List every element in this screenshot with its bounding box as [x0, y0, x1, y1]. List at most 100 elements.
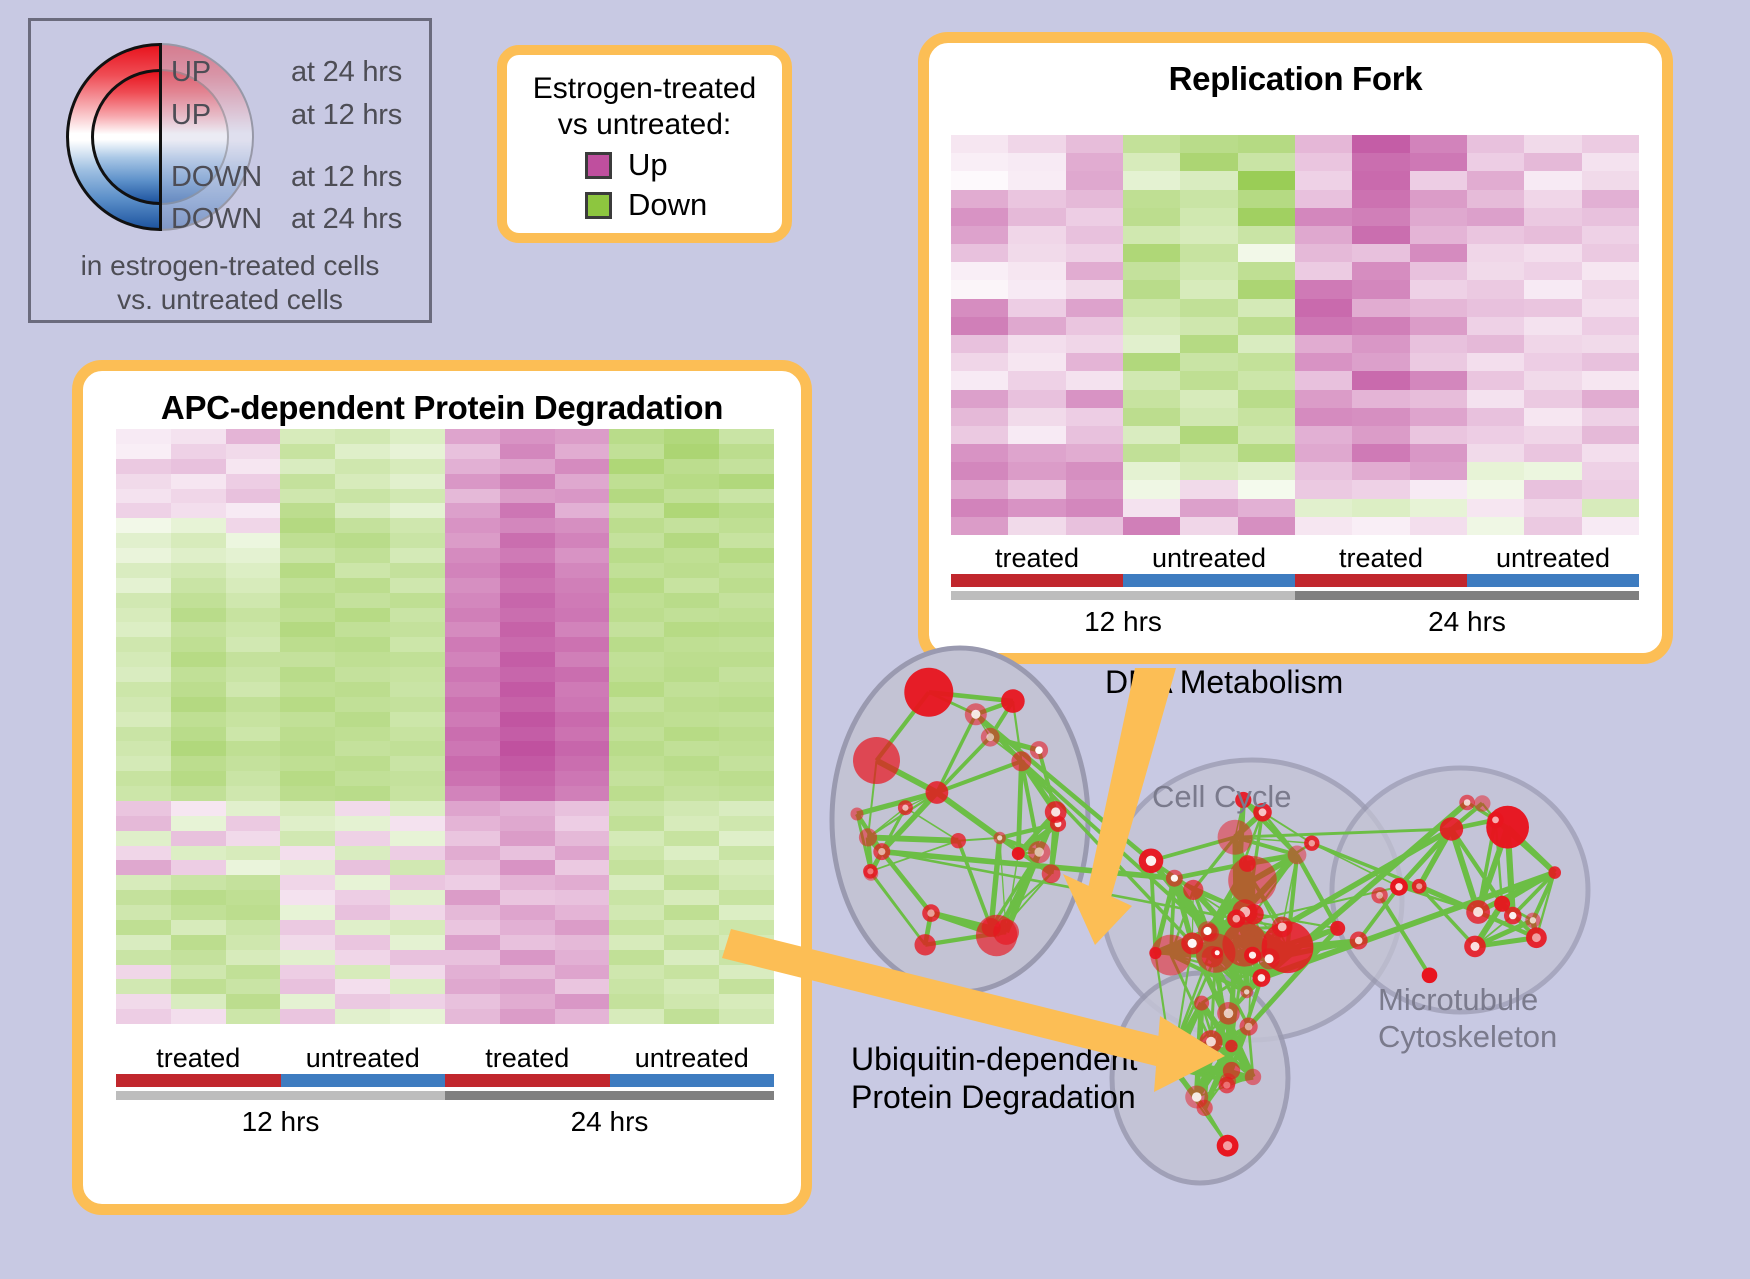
heatmap-cell — [1466, 353, 1525, 372]
heatmap-cell — [170, 919, 226, 935]
network-node[interactable] — [1011, 847, 1025, 860]
network-node[interactable] — [904, 667, 954, 717]
heatmap-cell — [116, 949, 171, 965]
heatmap-cell — [1294, 516, 1353, 535]
network-node-center — [1248, 951, 1257, 959]
network-node[interactable] — [1548, 866, 1561, 879]
heatmap-cell — [225, 934, 281, 950]
network-node[interactable] — [925, 781, 949, 804]
heatmap-cell — [335, 696, 391, 712]
network-node-center — [1532, 933, 1541, 943]
network-node[interactable] — [1159, 1049, 1181, 1071]
heatmap-cell — [1122, 207, 1181, 226]
heatmap-cell — [1294, 498, 1353, 517]
heatmap-cell — [1065, 480, 1123, 499]
network-node[interactable] — [1183, 879, 1204, 900]
network-node[interactable] — [1287, 845, 1307, 865]
heatmap-cell — [1122, 498, 1181, 517]
network-edge — [1234, 835, 1298, 857]
heatmap-cell — [335, 562, 391, 578]
heatmap-cell — [719, 919, 774, 935]
heatmap-cell — [719, 577, 774, 593]
heatmap-cell — [1524, 171, 1582, 190]
heatmap-cell — [719, 786, 774, 801]
network-node[interactable] — [1217, 819, 1253, 855]
heatmap-cell — [390, 652, 445, 667]
network-node[interactable] — [1244, 1068, 1262, 1086]
heatmap-cell — [1581, 371, 1639, 390]
network-node[interactable] — [950, 833, 966, 849]
heatmap-cell — [1237, 498, 1295, 517]
network-node[interactable] — [853, 737, 900, 784]
network-edge — [867, 834, 959, 844]
network-node[interactable] — [1219, 1073, 1237, 1090]
heatmap-cell — [554, 667, 610, 682]
heatmap-cell — [609, 592, 665, 608]
heatmap-cell — [225, 533, 281, 548]
network-node[interactable] — [914, 934, 936, 956]
heatmap-cell — [1352, 207, 1410, 226]
heatmap-cell — [1524, 407, 1582, 426]
up-color-swatch — [585, 151, 612, 179]
heatmap-cell — [170, 577, 226, 593]
heatmap-cell — [390, 815, 445, 831]
heatmap-cell — [1466, 207, 1525, 226]
heatmap-cell — [1122, 425, 1181, 445]
heatmap-cell — [390, 488, 445, 504]
network-node[interactable] — [1041, 864, 1061, 884]
network-node[interactable] — [1001, 689, 1025, 713]
heatmap-cell — [1524, 189, 1582, 208]
network-node[interactable] — [1439, 817, 1464, 841]
heatmap-cell — [1065, 298, 1123, 317]
heatmap-cell — [116, 592, 171, 608]
heatmap-cell — [609, 548, 665, 563]
heatmap-cell — [1294, 244, 1353, 263]
heatmap-cell — [554, 592, 610, 608]
heatmap-cell — [280, 815, 336, 831]
network-node[interactable] — [1235, 791, 1252, 809]
network-node[interactable] — [1149, 946, 1162, 960]
heatmap-cell — [170, 890, 226, 905]
heatmap-cell — [170, 562, 226, 578]
heatmap-cell — [1122, 316, 1181, 335]
network-node[interactable] — [1225, 1039, 1238, 1053]
heatmap-cell — [225, 681, 281, 697]
heatmap-cell — [1352, 498, 1410, 517]
heatmap-cell — [719, 429, 774, 444]
heatmap-cell — [1008, 462, 1066, 481]
network-node[interactable] — [858, 828, 878, 847]
network-node[interactable] — [1494, 895, 1511, 912]
heatmap-cell — [609, 458, 665, 474]
network-node[interactable] — [1238, 855, 1256, 872]
heatmap-cell — [170, 458, 226, 474]
heatmap-cell — [499, 711, 555, 727]
network-node[interactable] — [1194, 995, 1210, 1011]
network-node[interactable] — [1330, 920, 1346, 936]
heatmap-cell — [609, 577, 665, 593]
heatmap-cell — [719, 994, 774, 1010]
network-node[interactable] — [981, 918, 1001, 937]
label-line-2: Protein Degradation — [851, 1079, 1136, 1116]
wheel-center-axis — [159, 43, 162, 231]
heatmap-cell — [1065, 334, 1123, 354]
network-node[interactable] — [850, 807, 864, 821]
heatmap-cell — [554, 711, 610, 727]
label-line-1: Microtubule — [1378, 982, 1539, 1017]
heatmap-cell — [554, 934, 610, 950]
heatmap-cell — [1180, 244, 1238, 263]
heatmap-cell — [1237, 462, 1295, 481]
heatmap-cell — [1122, 298, 1181, 317]
network-node[interactable] — [863, 866, 879, 881]
heatmap-cell — [280, 681, 336, 697]
network-node-center — [1223, 1081, 1231, 1089]
heatmap-cell — [609, 786, 665, 801]
network-node[interactable] — [1421, 967, 1438, 984]
network-node[interactable] — [1222, 1061, 1241, 1080]
network-node-center — [1264, 954, 1274, 964]
heatmap-cell — [609, 830, 665, 846]
network-node[interactable] — [1474, 795, 1491, 812]
heatmap-cell — [609, 964, 665, 980]
network-node[interactable] — [1196, 1099, 1213, 1116]
network-node[interactable] — [1011, 751, 1032, 772]
network-node-center — [1354, 936, 1363, 945]
